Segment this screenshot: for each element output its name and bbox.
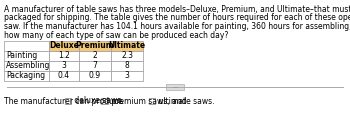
Text: 2: 2 [93, 51, 97, 61]
Text: 2.3: 2.3 [121, 51, 133, 61]
Text: 0.4: 0.4 [58, 72, 70, 81]
Text: 1.2: 1.2 [58, 51, 70, 61]
Text: Premium: Premium [76, 41, 114, 51]
Text: ...: ... [172, 84, 178, 89]
Text: packaged for shipping. The table gives the number of hours required for each of : packaged for shipping. The table gives t… [4, 13, 350, 23]
Text: A manufacturer of table saws has three models–Deluxe, Premium, and Ultimate–that: A manufacturer of table saws has three m… [4, 5, 350, 14]
Bar [49, 71, 79, 81]
Text: Assembling: Assembling [6, 61, 50, 71]
Text: Packaging: Packaging [6, 72, 45, 81]
Text: 3: 3 [125, 72, 130, 81]
Text: premium saws, and: premium saws, and [109, 97, 189, 105]
Text: The manufacturer can produce: The manufacturer can produce [4, 97, 125, 105]
Bar [102, 98, 108, 104]
Text: saw. If the manufacturer has 104.1 hours available for painting, 360 hours for a: saw. If the manufacturer has 104.1 hours… [4, 22, 350, 31]
Bar [79, 61, 111, 71]
Bar [4, 61, 49, 71]
Bar [166, 84, 184, 90]
Text: 3: 3 [62, 61, 66, 71]
Bar [111, 61, 143, 71]
Text: 0.9: 0.9 [89, 72, 101, 81]
Bar [49, 51, 79, 61]
Text: 7: 7 [92, 61, 97, 71]
Bar [111, 51, 143, 61]
Bar [111, 41, 143, 51]
Bar [4, 51, 49, 61]
Bar [149, 98, 155, 104]
Text: 8: 8 [125, 61, 130, 71]
Text: Ultimate: Ultimate [108, 41, 146, 51]
Bar [4, 71, 49, 81]
Text: Painting: Painting [6, 51, 37, 61]
Text: deluxe saws,: deluxe saws, [72, 97, 126, 105]
Text: ultimate saws.: ultimate saws. [156, 97, 215, 105]
Bar [65, 98, 71, 104]
Bar [49, 61, 79, 71]
Bar [79, 51, 111, 61]
Bar [49, 41, 79, 51]
Bar [111, 71, 143, 81]
Bar [4, 41, 49, 51]
Text: how many of each type of saw can be produced each day?: how many of each type of saw can be prod… [4, 30, 228, 40]
Text: Deluxe: Deluxe [49, 41, 79, 51]
Bar [79, 41, 111, 51]
Bar [79, 71, 111, 81]
